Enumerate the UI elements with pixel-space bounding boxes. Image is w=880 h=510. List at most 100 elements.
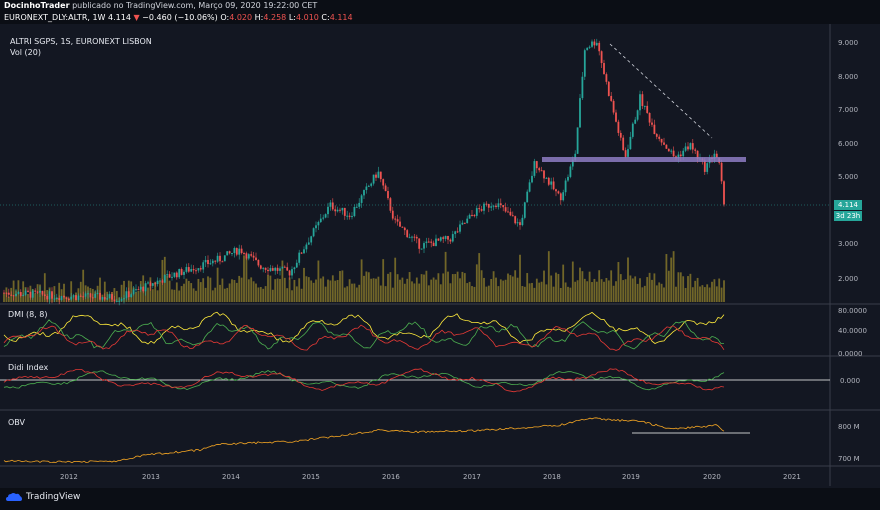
candle-body [87, 293, 89, 295]
candle-body [120, 298, 123, 301]
obv-axis: 800 M 700 M [838, 423, 860, 463]
candle-body [5, 292, 8, 294]
volume-bar [437, 273, 440, 302]
volume-bar [204, 287, 207, 302]
volume-bar [660, 283, 663, 302]
candle-body [535, 161, 538, 169]
volume-bar [379, 285, 382, 302]
year-label: 2019 [622, 473, 640, 481]
publish-info: publicado no TradingView.com, Março 09, … [72, 1, 318, 10]
volume-bar [612, 285, 615, 302]
volume-bar [187, 280, 190, 302]
candle-body [154, 283, 157, 285]
candle-body [252, 255, 255, 258]
volume-bar [207, 276, 209, 302]
candle-body [166, 274, 169, 276]
candle-body [108, 294, 111, 299]
volume-bar [250, 277, 253, 302]
chart-canvas[interactable]: 9.000 8.000 7.000 6.000 5.000 3.000 2.00… [0, 24, 880, 486]
candle-body [439, 237, 442, 241]
candle-body [682, 150, 685, 157]
support-zone[interactable] [542, 157, 746, 162]
tradingview-logo[interactable]: TradingView [6, 492, 80, 502]
candle-body [552, 181, 555, 190]
candle-body [144, 283, 147, 292]
volume-bar [442, 273, 445, 302]
candle-body [238, 248, 241, 255]
candle-body [295, 262, 298, 268]
candle-body [672, 150, 675, 157]
candle-body [149, 282, 152, 286]
volume-bar [651, 279, 653, 302]
candle-body [351, 216, 353, 218]
candle-body [315, 225, 317, 229]
candle-body [495, 205, 497, 208]
volume-bar [156, 290, 159, 302]
volume-bar [415, 277, 418, 302]
volume-bar [715, 286, 718, 302]
volume-bar [504, 279, 507, 302]
candle-body [504, 207, 507, 212]
volume-bar [264, 286, 267, 302]
price-axis[interactable]: 9.000 8.000 7.000 6.000 5.000 3.000 2.00… [838, 39, 858, 283]
candle-body [545, 177, 548, 179]
volume-bar [624, 279, 627, 302]
candle-body [341, 207, 344, 211]
volume-bar [454, 274, 457, 302]
author-name[interactable]: DocinhoTrader [4, 1, 70, 10]
candle-body [401, 226, 404, 228]
volume-bar [600, 279, 603, 302]
volume-label: Vol (20) [10, 48, 41, 57]
volume-bar [355, 287, 358, 302]
candle-body [502, 205, 505, 208]
candle-body [312, 228, 315, 237]
candle-body [195, 270, 197, 272]
year-label: 2014 [222, 473, 240, 481]
candle-body [627, 149, 629, 157]
candle-body [307, 242, 310, 245]
candle-body [557, 191, 560, 194]
volume-bar [435, 279, 437, 302]
candle-body [490, 206, 493, 208]
volume-bar [99, 277, 101, 302]
volume-bar [449, 283, 452, 302]
volume-bar [211, 290, 214, 302]
candle-body [106, 298, 109, 300]
volume-bar [247, 279, 250, 302]
obv-tick: 700 M [838, 455, 860, 463]
volume-bar [408, 272, 411, 302]
volume-bar [617, 262, 620, 302]
volume-bar [694, 280, 697, 302]
volume-bar [259, 287, 262, 302]
candle-body [687, 146, 689, 150]
volume-bar [610, 270, 613, 302]
volume-bar [255, 283, 257, 302]
volume-bar [334, 280, 337, 302]
year-label: 2012 [60, 473, 78, 481]
candle-body [24, 290, 27, 296]
candle-body [327, 206, 329, 215]
candle-body [468, 214, 471, 219]
candle-body [111, 294, 113, 300]
candle-body [298, 252, 301, 263]
downtrend-line[interactable] [609, 43, 713, 139]
candle-body [51, 291, 53, 299]
volume-bar [233, 280, 236, 302]
volume-bar [367, 272, 370, 302]
candle-body [415, 236, 418, 239]
volume-bar [627, 257, 629, 302]
candle-body [250, 254, 253, 256]
volume-bar [209, 277, 212, 302]
candle-body [574, 153, 577, 160]
candle-body [331, 202, 334, 210]
candle-body [70, 296, 73, 300]
volume-bar [41, 291, 44, 302]
candle-body [660, 138, 663, 143]
candle-body [60, 296, 63, 300]
volume-bar [387, 273, 389, 302]
time-axis[interactable]: 2012 2013 2014 2015 2016 2017 2018 2019 … [60, 473, 801, 481]
price-tick: 6.000 [838, 140, 858, 148]
volume-bar [557, 273, 560, 302]
price-tick: 3.000 [838, 240, 858, 248]
candle-body [115, 300, 118, 302]
